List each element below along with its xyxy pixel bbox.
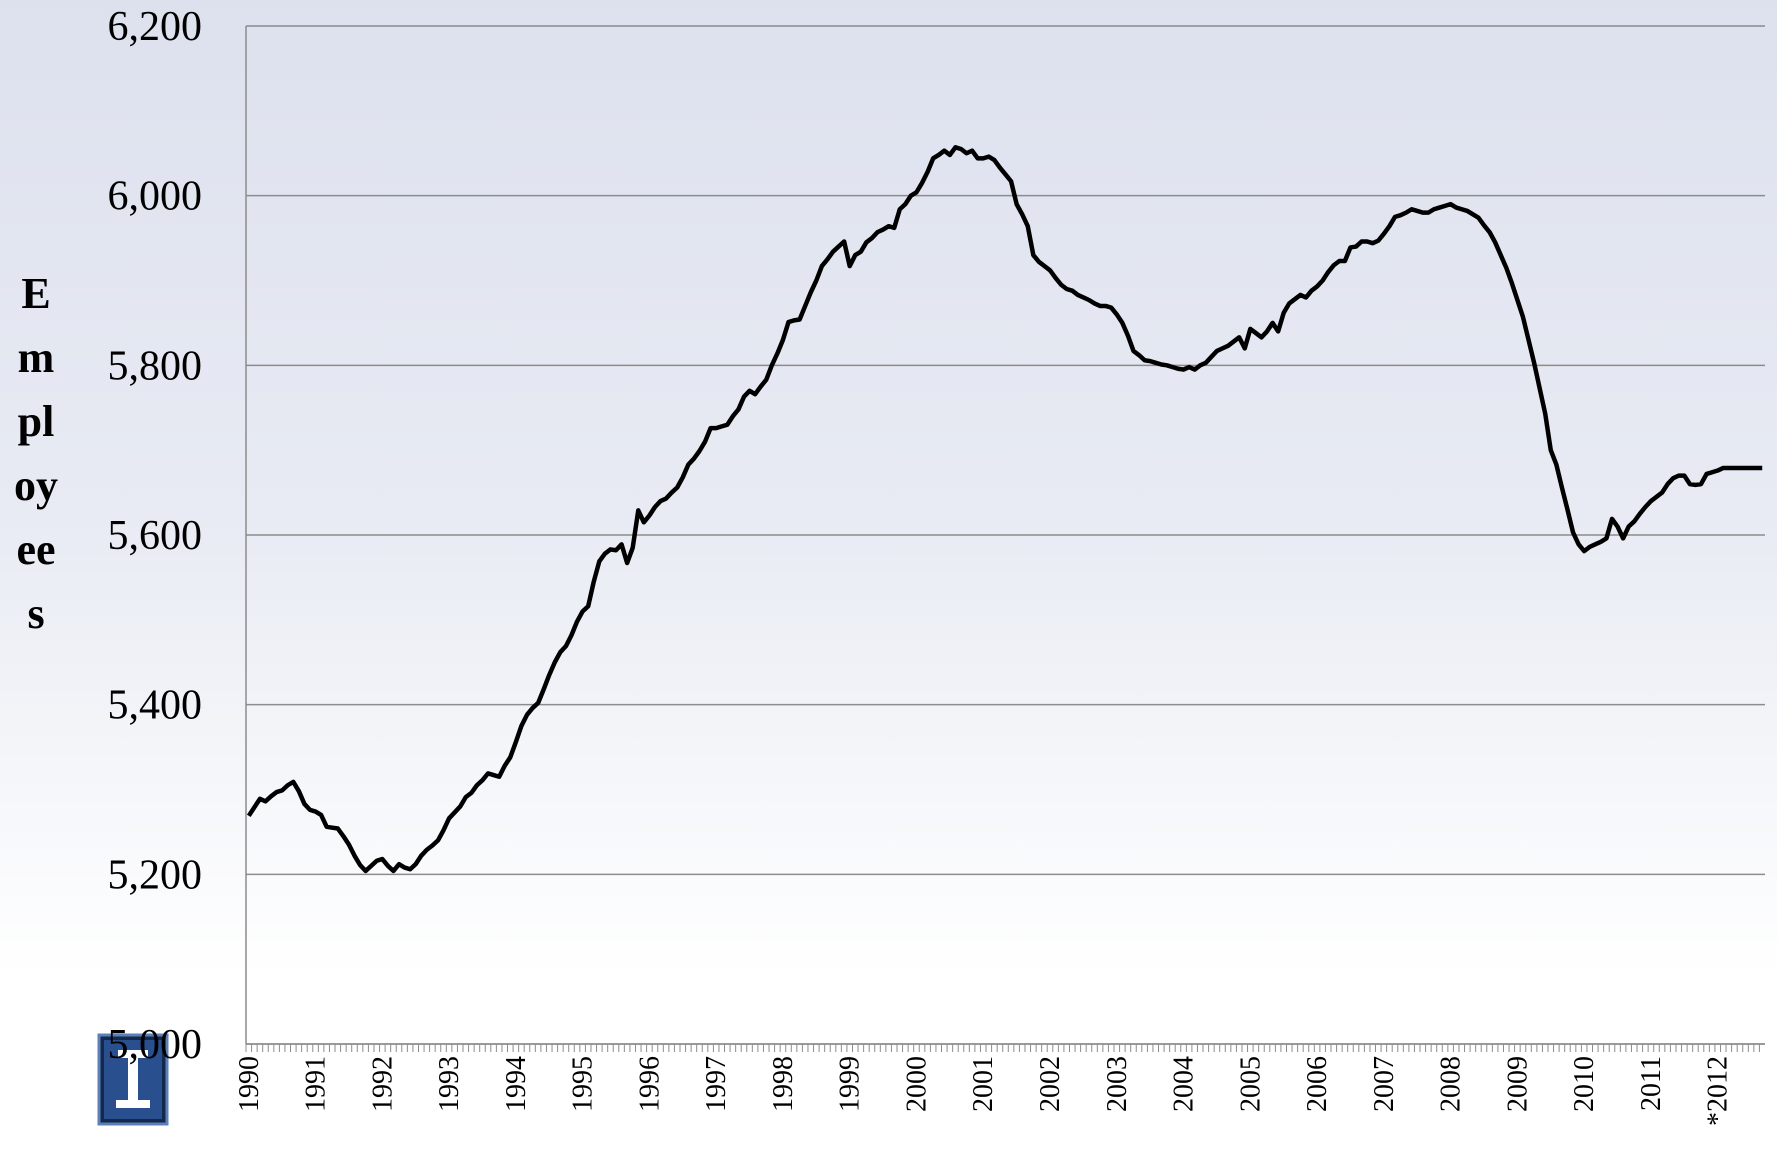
- x-tick-label: 2001: [968, 1056, 999, 1112]
- x-tick-label: 1994: [501, 1056, 532, 1112]
- x-tick-label: 1991: [301, 1056, 332, 1112]
- y-axis-title: Employees: [14, 269, 58, 638]
- x-tick-label: 2009: [1502, 1056, 1533, 1112]
- x-tick-label: 1997: [701, 1056, 732, 1112]
- x-tick-label: 2002: [1035, 1056, 1066, 1112]
- y-tick-label: 6,200: [108, 4, 203, 50]
- y-tick-label: 5,800: [108, 343, 203, 389]
- x-tick-label: 1999: [835, 1056, 866, 1112]
- x-tick-label: 2005: [1235, 1056, 1266, 1112]
- x-tick-label: 2007: [1369, 1056, 1400, 1112]
- y-tick-label: 5,200: [108, 852, 203, 898]
- x-tick-label: 2004: [1169, 1056, 1200, 1112]
- x-tick-label: 1990: [234, 1056, 265, 1112]
- y-tick-label: 6,000: [108, 174, 203, 220]
- x-tick-label: 1998: [768, 1056, 799, 1112]
- logo: [97, 1033, 169, 1126]
- data-line: [246, 145, 1763, 874]
- x-tick-label: 2006: [1302, 1056, 1333, 1112]
- x-tick-label: 1993: [434, 1056, 465, 1112]
- x-tick-label: 2010: [1569, 1056, 1600, 1112]
- x-tick-label: 1995: [568, 1056, 599, 1112]
- x-tick-label: 1996: [634, 1056, 665, 1112]
- x-tick-label: 2011: [1636, 1056, 1667, 1111]
- x-tick-label: 2000: [901, 1056, 932, 1112]
- x-tick-label: *2012: [1703, 1056, 1734, 1126]
- x-tick-label: 2008: [1436, 1056, 1467, 1112]
- y-tick-label: 5,000: [108, 1022, 203, 1068]
- x-tick-label: 2003: [1102, 1056, 1133, 1112]
- y-tick-label: 5,400: [108, 683, 203, 729]
- x-tick-label: 1992: [367, 1056, 398, 1112]
- y-tick-label: 5,600: [108, 513, 203, 559]
